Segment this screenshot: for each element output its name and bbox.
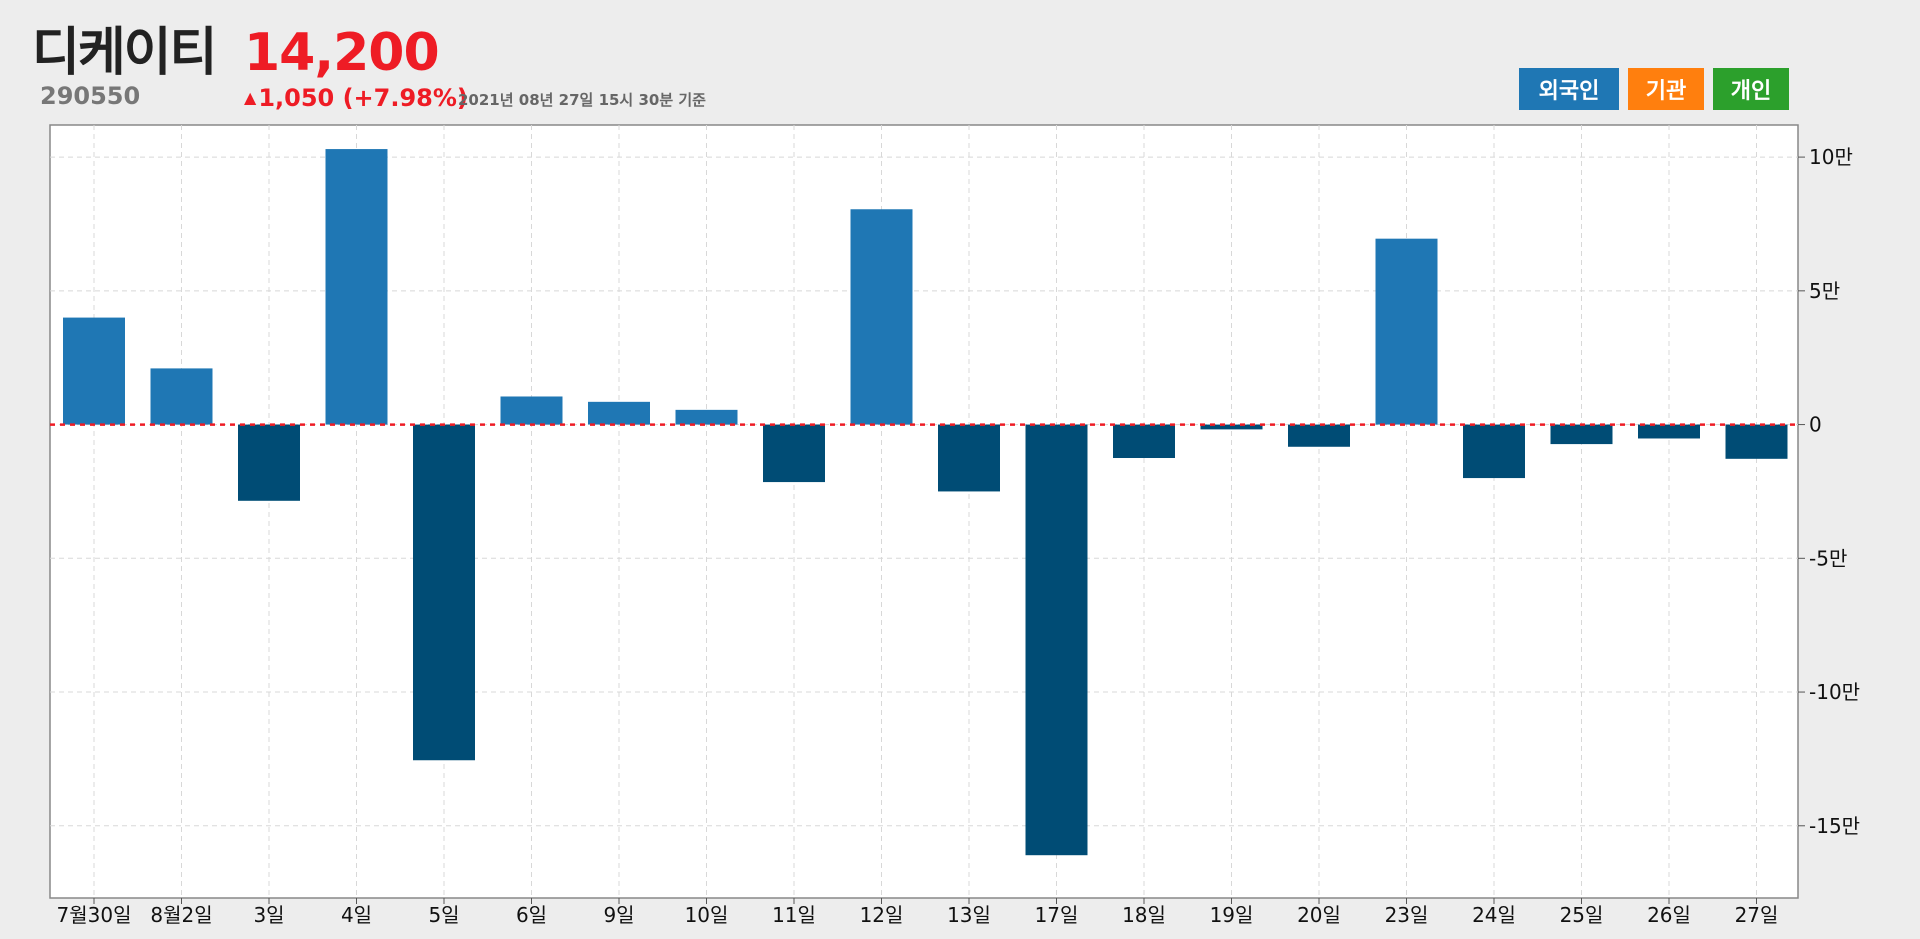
x-tick-label: 10일 (685, 903, 729, 927)
bar (1638, 424, 1700, 439)
bar (325, 149, 388, 425)
bar (1288, 424, 1350, 447)
y-tick-label: 10만 (1809, 145, 1853, 169)
bar (1113, 424, 1175, 459)
bar (1725, 424, 1788, 459)
x-tick-label: 27일 (1735, 903, 1779, 927)
foreign-button[interactable]: 외국인 (1519, 68, 1619, 110)
x-axis-ticks: 7월30일 8월2일 3일 4일 5일 6일 9일 10일 11일 12일 13일 17일 18일 19일… (57, 898, 1779, 927)
x-tick-label: 23일 (1385, 903, 1429, 927)
x-tick-label: 4일 (341, 903, 372, 927)
bar (413, 424, 475, 761)
x-tick-label: 17일 (1035, 903, 1079, 927)
price-change-text: 1,050 (+7.98%) (258, 84, 468, 112)
x-tick-label: 7월30일 (57, 903, 132, 927)
x-tick-label: 3일 (253, 903, 284, 927)
stock-code: 290550 (40, 82, 141, 110)
x-tick-label: 20일 (1297, 903, 1341, 927)
stock-header: 디케이티 290550 14,200 ▲1,050 (+7.98%) 2021년… (0, 0, 1920, 125)
stock-name: 디케이티 (32, 23, 217, 83)
up-arrow-icon: ▲ (244, 88, 257, 107)
bar (500, 396, 563, 425)
bar (1025, 424, 1088, 856)
bar (850, 209, 913, 425)
price-change: ▲1,050 (+7.98%) (244, 84, 468, 112)
bar (150, 368, 213, 425)
bars (63, 149, 1788, 856)
bar (1550, 424, 1613, 445)
x-tick-label: 12일 (860, 903, 904, 927)
x-tick-label: 26일 (1647, 903, 1691, 927)
y-tick-label: 5만 (1809, 279, 1840, 303)
institution-button[interactable]: 기관 (1628, 68, 1704, 110)
x-tick-label: 13일 (947, 903, 991, 927)
bar (763, 424, 825, 483)
y-tick-label: 0 (1809, 413, 1822, 437)
x-tick-label: 24일 (1472, 903, 1516, 927)
plot-area (49, 124, 1799, 899)
y-tick-label: -10만 (1809, 680, 1860, 704)
y-tick-label: -5만 (1809, 546, 1847, 570)
x-tick-label: 6일 (516, 903, 547, 927)
x-tick-label: 9일 (603, 903, 634, 927)
bar (1375, 238, 1438, 425)
x-tick-label: 5일 (428, 903, 459, 927)
bar (63, 317, 125, 425)
current-price: 14,200 (244, 23, 440, 83)
bar (238, 424, 300, 501)
bar (938, 424, 1000, 492)
x-tick-label: 18일 (1122, 903, 1166, 927)
y-tick-label: -15만 (1809, 814, 1860, 838)
bar (588, 401, 650, 425)
individual-button[interactable]: 개인 (1713, 68, 1789, 110)
x-tick-label: 11일 (772, 903, 816, 927)
y-axis-ticks: 10만 5만 0 -5만 -10만 -15만 (1798, 145, 1860, 838)
bar (1200, 424, 1263, 430)
x-tick-label: 25일 (1560, 903, 1604, 927)
x-tick-label: 19일 (1210, 903, 1254, 927)
x-tick-label: 8월2일 (150, 903, 212, 927)
bar (675, 409, 738, 425)
bar (1463, 424, 1525, 479)
timestamp: 2021년 08년 27일 15시 30분 기준 (458, 91, 706, 109)
